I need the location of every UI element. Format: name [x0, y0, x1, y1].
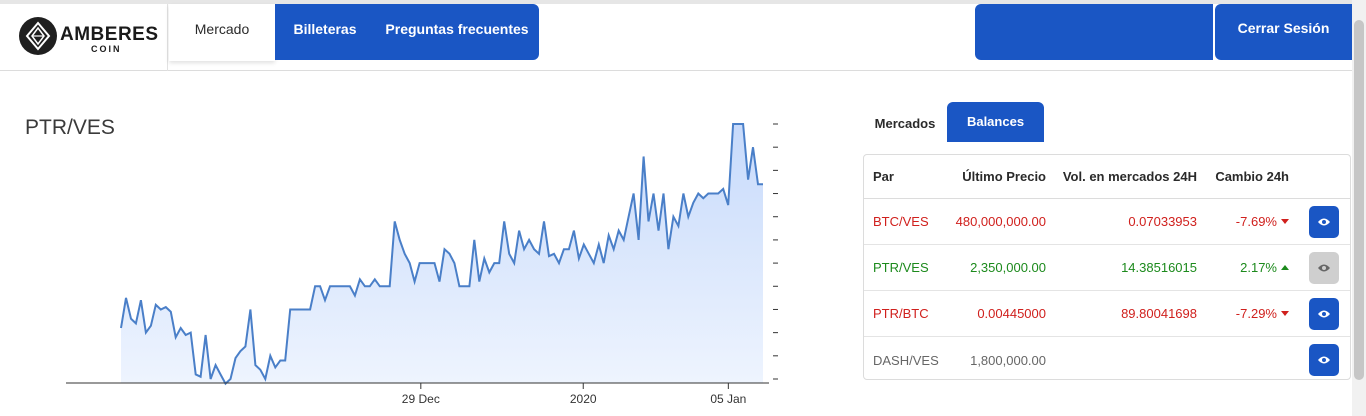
- header-blank-button[interactable]: [975, 4, 1213, 60]
- table-row[interactable]: BTC/VES 480,000,000.00 0.07033953 -7.69%: [864, 199, 1350, 245]
- header-precio: Último Precio: [962, 169, 1046, 184]
- x-tick-label: 29 Dec: [402, 392, 440, 406]
- cell-cambio: 2.17%: [1240, 245, 1289, 290]
- table-row[interactable]: PTR/BTC 0.00445000 89.80041698 -7.29%: [864, 291, 1350, 337]
- x-tick-label: 2020: [570, 392, 597, 406]
- page-scrollbar[interactable]: [1352, 0, 1366, 416]
- cell-par: PTR/BTC: [873, 306, 929, 321]
- cell-par: PTR/VES: [873, 260, 929, 275]
- view-market-button[interactable]: [1309, 206, 1339, 238]
- cell-precio: 480,000,000.00: [955, 214, 1046, 229]
- table-row[interactable]: PTR/VES 2,350,000.00 14.38516015 2.17%: [864, 245, 1350, 291]
- view-market-button[interactable]: [1309, 252, 1339, 284]
- brand-name: AMBERES: [60, 24, 159, 45]
- cell-precio: 1,800,000.00: [970, 352, 1046, 368]
- tab-balances[interactable]: Balances: [947, 102, 1044, 142]
- header: AMBERES COIN Mercado Billeteras Pregunta…: [0, 4, 1352, 71]
- tab-mercado[interactable]: Mercado: [169, 4, 275, 61]
- caret-down-icon: [1281, 311, 1289, 316]
- cell-vol: 89.80041698: [1121, 306, 1197, 321]
- cell-precio: 0.00445000: [977, 306, 1046, 321]
- header-par: Par: [873, 169, 894, 184]
- logout-button[interactable]: Cerrar Sesión: [1215, 4, 1352, 60]
- scrollbar-thumb[interactable]: [1354, 20, 1364, 380]
- window-top-border: [0, 0, 1352, 4]
- tab-preguntas-frecuentes[interactable]: Preguntas frecuentes: [375, 4, 539, 60]
- tab-preguntas-label: Preguntas frecuentes: [385, 21, 529, 37]
- tab-mercados-label: Mercados: [874, 116, 936, 131]
- table-header: Par Último Precio Vol. en mercados 24H C…: [864, 155, 1350, 199]
- logout-label: Cerrar Sesión: [1237, 20, 1330, 36]
- cell-par: DASH/VES: [873, 352, 939, 368]
- cell-vol: 0.07033953: [1128, 214, 1197, 229]
- x-tick-label: 05 Jan: [710, 392, 746, 406]
- eye-icon: [1318, 356, 1330, 364]
- header-cambio: Cambio 24h: [1215, 169, 1289, 184]
- caret-down-icon: [1281, 219, 1289, 224]
- cell-par: BTC/VES: [873, 214, 929, 229]
- pair-title: PTR/VES: [25, 116, 115, 139]
- tab-mercado-label: Mercado: [194, 21, 250, 37]
- cell-precio: 2,350,000.00: [970, 260, 1046, 275]
- cell-cambio: -7.69%: [1236, 199, 1289, 244]
- view-market-button[interactable]: [1309, 344, 1339, 376]
- tab-balances-label: Balances: [966, 114, 1025, 129]
- eye-icon: [1318, 310, 1330, 318]
- tab-billeteras[interactable]: Billeteras: [275, 4, 375, 60]
- tab-mercados[interactable]: Mercados: [863, 102, 947, 142]
- table-row[interactable]: DASH/VES 1,800,000.00: [864, 337, 1350, 383]
- brand-sub: COIN: [91, 44, 122, 54]
- markets-table: Par Último Precio Vol. en mercados 24H C…: [863, 154, 1351, 380]
- price-area: [121, 124, 763, 384]
- price-line: [120, 123, 763, 386]
- cell-vol: 14.38516015: [1121, 260, 1197, 275]
- diamond-logo-icon: [19, 17, 57, 55]
- brand-logo[interactable]: AMBERES COIN: [0, 4, 168, 71]
- view-market-button[interactable]: [1309, 298, 1339, 330]
- tab-billeteras-label: Billeteras: [293, 21, 357, 37]
- caret-up-icon: [1281, 265, 1289, 270]
- eye-icon: [1318, 218, 1330, 226]
- cell-cambio: -7.29%: [1236, 291, 1289, 336]
- price-chart[interactable]: 2.6M2.5M2.4M2.3M2.2M2.1M2M1.9M1.8M1.7M1.…: [60, 110, 780, 410]
- eye-icon: [1318, 264, 1330, 272]
- header-vol: Vol. en mercados 24H: [1062, 169, 1197, 184]
